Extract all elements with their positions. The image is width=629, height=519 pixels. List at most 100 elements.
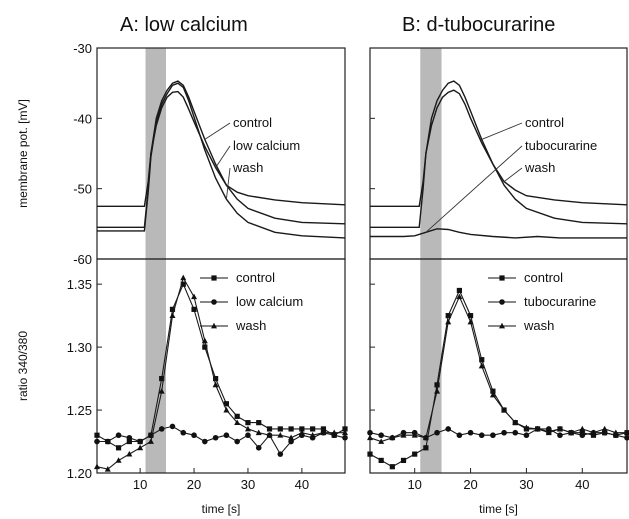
panel-b-point-wash (422, 434, 429, 441)
panel-b-point-wash (467, 318, 474, 325)
panel-a-point-wash (223, 406, 230, 413)
panel-a-x-tick-label: 30 (241, 477, 255, 492)
panel-b-point-wash (434, 387, 441, 394)
panel-b-point-control (479, 357, 485, 363)
panel-b-point-tubocurarine (467, 429, 474, 436)
panel-a-point-control (288, 426, 294, 432)
panel-b-point-wash (556, 425, 563, 432)
panel-a-point-low-calcium (223, 432, 230, 439)
panel-b-point-tubocurarine (545, 426, 552, 432)
panel-a-y-axis-label-bottom: ratio 340/380 (16, 331, 30, 401)
panel-a-y-tick-label-bottom: 1.25 (67, 403, 92, 418)
panel-b-point-wash (411, 432, 418, 438)
panel-b-x-tick-label: 10 (407, 477, 421, 492)
panel-a-point-wash (244, 425, 251, 432)
panel-b-legend-marker-wash (499, 322, 505, 329)
panel-b-ratio-line-wash (369, 295, 627, 443)
panel-b-legend-marker-control (499, 275, 505, 281)
panel-a-point-low-calcium (234, 438, 240, 445)
panel-a-point-wash (147, 438, 154, 444)
panel-b-annotation-leader (425, 145, 523, 233)
panel-a-title: A: low calcium (120, 14, 248, 36)
panel-a-point-wash (277, 432, 284, 438)
panel-a-annotation-control: control (233, 115, 272, 130)
panel-b-annotation-leader (481, 122, 523, 140)
panel-a-annotation-wash: wash (232, 160, 263, 175)
panel-a-point-control (159, 375, 165, 382)
panel-b-point-tubocurarine (557, 432, 563, 439)
panel-b-point-tubocurarine (367, 429, 373, 436)
panel-b-point-control (423, 445, 429, 451)
panel-a-point-wash (191, 293, 198, 300)
panel-b-x-tick-label: 30 (519, 477, 533, 492)
panel-a-point-low-calcium (94, 438, 100, 445)
panel-a-point-control (234, 413, 240, 419)
panel-b-point-wash (612, 429, 619, 436)
panel-b-point-wash (389, 434, 396, 441)
panel-a-point-control (320, 426, 327, 432)
panel-a-y-tick-label-bottom: 1.20 (67, 466, 92, 481)
panel-b-point-tubocurarine (434, 429, 440, 436)
panel-a-point-low-calcium (202, 438, 208, 445)
panel-b-point-wash (545, 429, 552, 436)
panel-a-point-low-calcium (342, 434, 348, 441)
panel-a-legend-label-low-calcium: low calcium (236, 294, 303, 309)
panel-a-point-wash (266, 432, 273, 438)
panel-a-point-wash (342, 429, 348, 436)
panel-a-y-axis-label-top: membrane pot. [mV] (16, 99, 30, 208)
panel-b-x-tick-label: 40 (575, 477, 589, 492)
panel-b-point-wash (378, 438, 385, 444)
panel-a-x-tick-label: 10 (133, 477, 147, 492)
panel-a-point-low-calcium (104, 438, 111, 445)
panel-a-point-control (213, 375, 219, 382)
panel-b-point-control (467, 313, 474, 319)
panel-a-point-control (191, 306, 197, 312)
panel-a-point-wash (255, 429, 262, 436)
panel-a-point-wash (234, 419, 241, 426)
panel-b-point-wash (601, 425, 608, 432)
panel-a-point-low-calcium (277, 451, 284, 457)
panel-b-annotation-wash: wash (524, 160, 555, 175)
panel-a-point-wash (169, 312, 176, 319)
panel-b-trace-control (370, 80, 628, 229)
panel-a-legend-marker-low-calcium (211, 299, 217, 305)
panel-b-point-control (378, 457, 384, 464)
panel-a-point-low-calcium (169, 423, 176, 430)
panel-a-point-wash (201, 337, 208, 344)
panel-b-point-wash (523, 424, 530, 431)
panel-b-point-wash (568, 429, 575, 436)
panel-a-trace-control (97, 80, 346, 229)
panel-a-point-wash (298, 429, 305, 436)
panel-a-x-tick-label: 20 (187, 477, 201, 492)
panel-a-annotation-low-calcium: low calcium (233, 138, 300, 153)
panel-b-ratio-line-tubocurarine (369, 428, 628, 439)
panel-a-annotation-leader (225, 167, 231, 200)
panel-b-annotation-tubocurarine: tubocurarine (525, 138, 597, 153)
panel-a-point-wash (104, 466, 111, 472)
panel-a-ratio-line-low-calcium (97, 425, 346, 456)
panel-b-point-wash (501, 406, 508, 413)
panel-b-title: B: d-tubocurarine (402, 14, 555, 36)
panel-a-point-control (202, 344, 208, 350)
panel-a-y-tick-label-top: -60 (73, 252, 92, 267)
panel-b-point-wash (445, 318, 452, 325)
panel-a-annotation-leader (215, 145, 231, 168)
panel-a-point-low-calcium (115, 432, 122, 439)
panel-a-point-control (342, 426, 348, 432)
panel-a-point-control (115, 445, 122, 451)
panel-b-point-wash (590, 429, 597, 436)
panel-b-legend-label-control: control (524, 270, 563, 285)
panel-a-point-low-calcium (245, 432, 251, 439)
panel-a-trace-wash (97, 82, 346, 239)
panel-b-annotation-control: control (525, 115, 564, 130)
panel-a-x-tick-label: 40 (295, 477, 309, 492)
panel-a-point-low-calcium (191, 432, 197, 439)
panel-a-bottom-frame (96, 258, 346, 474)
panel-b-point-tubocurarine (478, 432, 485, 439)
panel-a-point-wash (212, 381, 219, 388)
panel-a-point-control (256, 420, 262, 426)
panel-a-point-wash (94, 463, 100, 470)
panel-a-legend-marker-wash (211, 322, 217, 329)
panel-b-annotation-leader (503, 167, 523, 182)
panel-a-point-low-calcium (126, 434, 133, 441)
